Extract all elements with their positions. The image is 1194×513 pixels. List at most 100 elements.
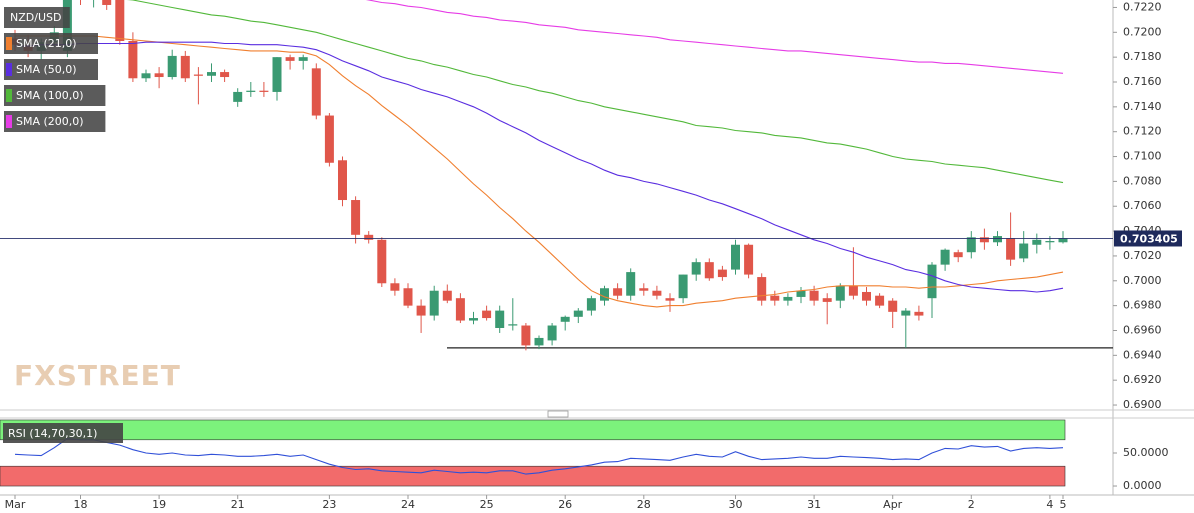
candle-body [207, 72, 216, 76]
candle-body [600, 288, 609, 301]
legend-box [3, 423, 123, 443]
x-tick-label: 18 [74, 498, 88, 511]
x-tick-label: 23 [322, 498, 336, 511]
candle-body [875, 295, 885, 306]
candle-body [246, 90, 256, 92]
candle-body [416, 305, 426, 316]
x-tick-label: 30 [729, 498, 743, 511]
legend-label: SMA (100,0) [16, 89, 84, 102]
candle-body [495, 310, 505, 328]
x-tick-label: 26 [558, 498, 572, 511]
candle-body [324, 115, 334, 163]
candle-body [822, 298, 832, 302]
legend-label: NZD/USD [10, 11, 61, 24]
candle-body [167, 55, 177, 78]
candle-body [508, 324, 518, 326]
legend-box [4, 85, 106, 106]
y-tick-label: 0.7100 [1123, 150, 1162, 163]
x-tick-label: Mar [5, 498, 26, 511]
candle-body [102, 0, 112, 5]
candle-body [586, 298, 596, 311]
candle-body [704, 262, 714, 279]
candle-body [848, 285, 858, 296]
candle-body [626, 272, 636, 296]
y-tick-label: 0.6920 [1123, 373, 1162, 386]
sma-line [15, 41, 1064, 293]
candle-body [652, 290, 662, 296]
candle-body [272, 57, 282, 92]
legend-swatch [6, 63, 12, 76]
x-tick-label: 31 [807, 498, 821, 511]
candle-body [613, 288, 623, 296]
x-tick-label: Apr [883, 498, 903, 511]
candle-body [193, 74, 203, 76]
candle-body [442, 290, 452, 301]
legend-box [4, 59, 98, 80]
candle-body [731, 244, 740, 270]
candle-body [691, 262, 701, 275]
candle-body [285, 57, 295, 61]
legend-label: SMA (200,0) [16, 115, 84, 128]
y-tick-label: 0.7160 [1123, 75, 1162, 88]
candle-body [1045, 241, 1055, 243]
rsi-band [0, 419, 1066, 441]
x-tick-label: 28 [637, 498, 651, 511]
candle-body [115, 0, 125, 41]
y-tick-label: 50.0000 [1123, 446, 1169, 459]
candle-body [993, 236, 1002, 243]
panel-handle[interactable] [547, 410, 569, 418]
legend-swatch [6, 37, 12, 50]
candle-body [744, 244, 754, 275]
candle-body [534, 337, 544, 346]
price-panel [10, 0, 1113, 351]
sma-line [365, 0, 1064, 74]
sma-line [15, 35, 1064, 308]
candle-body [547, 325, 557, 341]
y-tick-label: 0.6900 [1123, 398, 1162, 411]
candle-body [927, 264, 937, 299]
candle-body [259, 90, 269, 92]
candle-body [1032, 239, 1042, 245]
candle-body [888, 300, 898, 312]
y-tick-label: 0.7120 [1123, 125, 1162, 138]
candle-body [639, 288, 649, 291]
y-tick-label: 0.7200 [1123, 25, 1162, 38]
y-tick-label: 0.7140 [1123, 100, 1162, 113]
candle-body [521, 325, 531, 346]
candle-body [482, 310, 492, 319]
candle-body [469, 318, 478, 321]
candle-body [338, 160, 347, 201]
y-tick-label: 0.0000 [1123, 479, 1162, 492]
candle-body [220, 72, 230, 78]
rsi-line [14, 437, 1064, 475]
candle-body [979, 237, 989, 243]
y-tick-label: 0.6980 [1123, 299, 1162, 312]
candle-body [809, 290, 819, 301]
candle-body [665, 298, 675, 301]
candle-body [1006, 238, 1016, 260]
candle-body [835, 285, 845, 301]
legend-label: SMA (21,0) [16, 37, 77, 50]
last-price-label: 0.703405 [1120, 232, 1178, 245]
candle-body [298, 57, 308, 61]
candle-body [141, 73, 151, 79]
x-tick-label: 5 [1060, 498, 1067, 511]
x-tick-label: 4 [1046, 498, 1053, 511]
x-tick-label: 25 [480, 498, 494, 511]
candle-body [757, 277, 767, 301]
legend-swatch [6, 115, 12, 128]
candle-body [180, 55, 190, 79]
legend-label: SMA (50,0) [16, 63, 77, 76]
candle-body [940, 249, 950, 265]
candle-body [403, 288, 413, 306]
y-tick-label: 0.6960 [1123, 323, 1162, 336]
candle-body [953, 252, 963, 258]
candle-body [560, 316, 570, 322]
legend-box [4, 111, 106, 132]
legend-box [4, 33, 98, 54]
candle-body [862, 291, 871, 301]
candle-body [717, 269, 727, 278]
candle-body [901, 310, 911, 316]
candle-body [770, 295, 780, 301]
y-tick-label: 0.7220 [1123, 0, 1162, 13]
